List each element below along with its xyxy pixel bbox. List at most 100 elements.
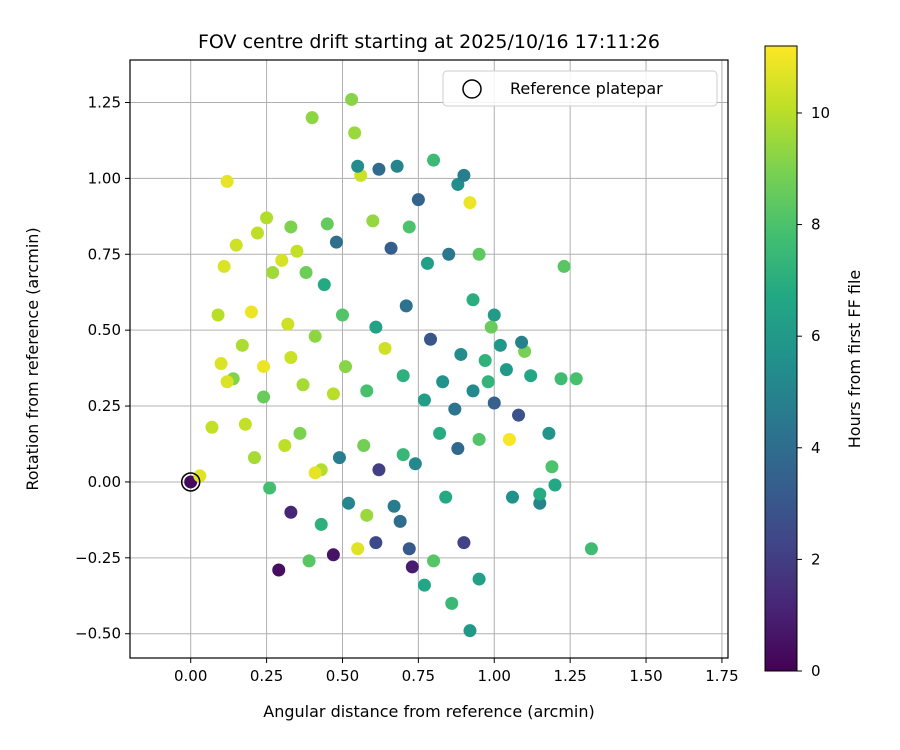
data-point	[366, 214, 380, 228]
colorbar-tick-label: 4	[811, 439, 821, 457]
data-point	[369, 536, 383, 550]
data-point	[284, 220, 298, 234]
data-point	[457, 536, 471, 550]
data-point	[405, 560, 419, 574]
data-point	[436, 375, 450, 389]
data-point	[512, 408, 526, 422]
data-point	[214, 357, 228, 371]
y-tick-label: 1.00	[88, 169, 121, 187]
data-point	[293, 426, 307, 440]
y-tick-label: 0.75	[88, 245, 121, 263]
y-axis-label: Rotation from reference (arcmin)	[23, 227, 42, 490]
data-point	[390, 159, 404, 173]
data-point	[533, 496, 547, 510]
data-point	[220, 375, 234, 389]
data-point	[487, 396, 501, 410]
data-point	[478, 354, 492, 368]
data-point	[411, 193, 425, 207]
data-point	[448, 402, 462, 416]
data-point	[257, 360, 271, 374]
data-point	[408, 457, 422, 471]
data-point	[357, 439, 371, 453]
data-point	[220, 174, 234, 188]
legend: Reference platepar	[442, 70, 718, 107]
data-point	[424, 332, 438, 346]
data-point	[399, 299, 413, 313]
y-tick-label: 0.00	[88, 473, 121, 491]
reference-platepar-marker	[180, 472, 201, 492]
data-point	[317, 278, 331, 292]
data-point	[257, 390, 271, 404]
data-point	[499, 363, 513, 377]
reference-marker	[180, 472, 201, 492]
data-point	[235, 338, 249, 352]
colorbar-label: Hours from first FF file	[845, 270, 864, 449]
data-point	[484, 320, 498, 334]
data-point	[387, 499, 401, 513]
plot-frame	[129, 59, 729, 659]
data-point	[454, 347, 468, 361]
data-point	[472, 432, 486, 446]
data-point	[442, 247, 456, 261]
data-point	[427, 554, 441, 568]
data-point	[193, 469, 207, 483]
data-point	[557, 259, 571, 273]
y-axis-ticks: −0.50 −0.25 0.00 0.25 0.50 0.75 1.00 1.25	[75, 93, 130, 643]
data-point	[360, 508, 374, 522]
data-point	[545, 460, 559, 474]
data-point	[463, 624, 477, 638]
data-point	[554, 372, 568, 386]
data-point	[275, 253, 289, 267]
data-point	[372, 162, 386, 176]
data-point	[451, 442, 465, 456]
legend-open-circle-icon	[462, 79, 482, 99]
data-point	[305, 111, 319, 125]
data-point	[308, 466, 322, 480]
data-point	[427, 153, 441, 167]
data-point	[533, 487, 547, 501]
x-tick-label: 0.50	[326, 667, 359, 685]
x-axis-ticks: 0.00 0.25 0.50 0.75 1.00 1.25 1.50 1.75	[174, 658, 739, 685]
x-tick-label: 0.75	[402, 667, 435, 685]
data-point	[332, 451, 346, 465]
data-point	[378, 341, 392, 355]
data-point	[372, 463, 386, 477]
colorbar: 0 2 4 6 8 10 Hours from first FF file	[764, 45, 864, 680]
x-tick-label: 1.00	[478, 667, 511, 685]
data-point	[396, 369, 410, 383]
data-point	[481, 375, 495, 389]
data-point	[351, 159, 365, 173]
data-point	[396, 448, 410, 462]
x-tick-label: 1.75	[705, 667, 738, 685]
y-tick-label: 0.25	[88, 397, 121, 415]
data-point	[345, 92, 359, 106]
chart-title: FOV centre drift starting at 2025/10/16 …	[198, 31, 660, 53]
x-axis-label: Angular distance from reference (arcmin)	[263, 702, 594, 721]
data-point	[466, 293, 480, 307]
data-point	[439, 490, 453, 504]
data-point	[184, 475, 198, 489]
x-tick-label: 0.25	[250, 667, 283, 685]
data-point	[302, 554, 316, 568]
data-point	[247, 451, 261, 465]
data-point	[542, 426, 556, 440]
legend-label: Reference platepar	[510, 79, 663, 98]
data-point	[281, 317, 295, 331]
y-tick-label: 1.25	[88, 93, 121, 111]
data-point	[384, 241, 398, 255]
data-point	[339, 360, 353, 374]
data-point	[299, 265, 313, 279]
data-point	[584, 542, 598, 556]
data-points	[184, 92, 598, 638]
data-point	[451, 177, 465, 191]
colorbar-tick-label: 10	[811, 104, 830, 122]
data-point	[314, 517, 328, 531]
data-point	[472, 572, 486, 586]
data-point	[505, 490, 519, 504]
data-point	[445, 596, 459, 610]
data-point	[524, 369, 538, 383]
grid	[130, 60, 728, 658]
y-tick-label: 0.50	[88, 321, 121, 339]
data-point	[360, 384, 374, 398]
